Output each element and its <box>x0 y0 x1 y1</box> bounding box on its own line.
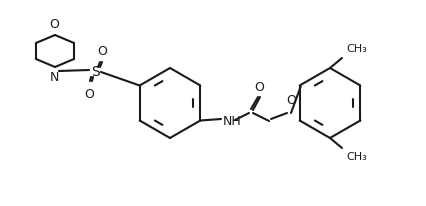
Text: O: O <box>97 45 107 58</box>
Text: CH₃: CH₃ <box>346 152 367 162</box>
Text: O: O <box>254 81 264 94</box>
Text: O: O <box>84 88 94 101</box>
Text: O: O <box>49 18 59 31</box>
Text: O: O <box>286 94 296 107</box>
Text: NH: NH <box>223 115 242 128</box>
Text: CH₃: CH₃ <box>346 44 367 54</box>
Text: S: S <box>91 65 99 79</box>
Text: N: N <box>49 71 59 84</box>
